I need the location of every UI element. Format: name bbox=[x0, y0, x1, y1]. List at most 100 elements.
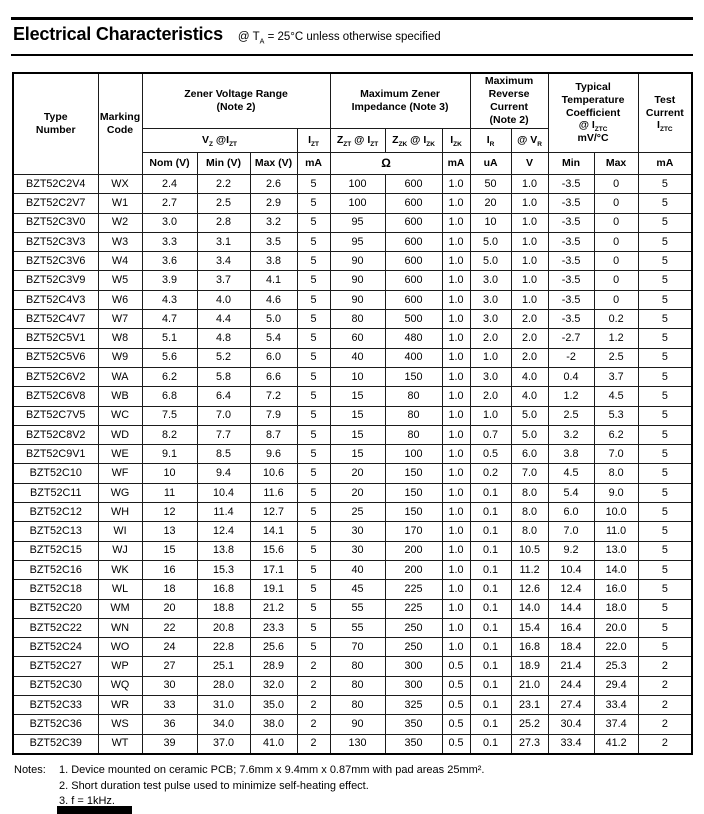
type-number-cell: BZT52C16 bbox=[12, 559, 99, 581]
vz-max-cell: 7.9 bbox=[249, 405, 298, 426]
table-body: BZT52C2V4 WX 2.4 2.2 2.6 5 100 600 1.0 50 1.0 -3.5 0… bbox=[12, 173, 693, 755]
unit-test-ma: mA bbox=[637, 152, 693, 175]
ir-cell: 20 bbox=[469, 193, 512, 214]
table-row: BZT52C3V9 W5 3.9 3.7 4.1 5 90 600 1.0 3.0 1.0 -3.5 0… bbox=[12, 270, 693, 291]
type-number-cell: BZT52C13 bbox=[12, 521, 99, 542]
next-section-header-bar bbox=[57, 806, 132, 814]
vz-max-cell: 9.6 bbox=[249, 444, 298, 465]
vr-cell: 1.0 bbox=[510, 270, 549, 291]
zzt-cell: 55 bbox=[329, 598, 386, 619]
vz-min-cell: 8.5 bbox=[196, 444, 251, 465]
test-current-cell: 5 bbox=[637, 193, 693, 214]
vz-nom-cell: 6.8 bbox=[141, 386, 198, 407]
zzk-cell: 600 bbox=[384, 212, 443, 233]
marking-code-cell: WG bbox=[97, 482, 143, 504]
zzt-cell: 25 bbox=[329, 502, 386, 523]
vz-min-cell: 37.0 bbox=[196, 733, 251, 755]
izk-cell: 1.0 bbox=[441, 405, 471, 426]
table-row: BZT52C4V7 W7 4.7 4.4 5.0 5 80 500 1.0 3.0 2.0 -3.5 0… bbox=[12, 309, 693, 330]
ir-cell: 0.5 bbox=[469, 444, 512, 465]
vr-cell: 10.5 bbox=[510, 540, 549, 561]
marking-code-cell: W1 bbox=[97, 193, 143, 214]
marking-code-cell: WS bbox=[97, 714, 143, 735]
zzk-cell: 150 bbox=[384, 366, 443, 388]
vz-min-cell: 12.4 bbox=[196, 521, 251, 542]
type-number-cell: BZT52C7V5 bbox=[12, 405, 99, 426]
izk-cell: 1.0 bbox=[441, 521, 471, 542]
marking-code-cell: WA bbox=[97, 366, 143, 388]
test-current-cell: 5 bbox=[637, 347, 693, 368]
izt-cell: 5 bbox=[296, 289, 331, 311]
test-condition-text: @ TA = 25°C unless otherwise specified bbox=[237, 31, 441, 46]
vz-min-cell: 6.4 bbox=[196, 386, 251, 407]
test-current-cell: 5 bbox=[637, 366, 693, 388]
tc-max-cell: 0 bbox=[593, 193, 639, 214]
izt-cell: 5 bbox=[296, 637, 331, 658]
zzt-cell: 100 bbox=[329, 173, 386, 195]
col-group-zener-voltage-range: Zener Voltage Range (Note 2) bbox=[141, 72, 331, 129]
tc-max-cell: 29.4 bbox=[593, 675, 639, 697]
vz-max-cell: 3.5 bbox=[249, 231, 298, 253]
vz-nom-cell: 5.1 bbox=[141, 328, 198, 349]
tc-min-cell: -2.7 bbox=[547, 328, 595, 349]
vz-min-cell: 34.0 bbox=[196, 714, 251, 735]
izk-cell: 1.0 bbox=[441, 309, 471, 330]
table-header: Type Number Marking Code Zener Voltage Ran… bbox=[12, 72, 693, 175]
vz-nom-cell: 18 bbox=[141, 579, 198, 600]
vz-min-cell: 2.2 bbox=[196, 173, 251, 195]
vz-max-cell: 7.2 bbox=[249, 386, 298, 407]
tc-min-cell: -3.5 bbox=[547, 289, 595, 311]
zzk-cell: 600 bbox=[384, 270, 443, 291]
unit-min-v: Min (V) bbox=[196, 152, 251, 175]
vz-max-cell: 8.7 bbox=[249, 424, 298, 446]
izt-cell: 5 bbox=[296, 366, 331, 388]
col-group-max-zener-impedance: Maximum Zener Impedance (Note 3) bbox=[329, 72, 471, 129]
izt-cell: 5 bbox=[296, 251, 331, 272]
tc-min-cell: -3.5 bbox=[547, 251, 595, 272]
unit-izt-ma: mA bbox=[296, 152, 331, 175]
zzk-cell: 225 bbox=[384, 598, 443, 619]
table-row: BZT52C24 WO 24 22.8 25.6 5 70 250 1.0 0.1 16.8 18.4… bbox=[12, 637, 693, 658]
test-current-cell: 5 bbox=[637, 444, 693, 465]
vz-nom-cell: 33 bbox=[141, 695, 198, 716]
table-row: BZT52C18 WL 18 16.8 19.1 5 45 225 1.0 0.1 12.6 12.4… bbox=[12, 579, 693, 600]
vr-cell: 8.0 bbox=[510, 482, 549, 504]
type-number-cell: BZT52C4V7 bbox=[12, 309, 99, 330]
tc-min-cell: 7.0 bbox=[547, 521, 595, 542]
izt-cell: 5 bbox=[296, 309, 331, 330]
vz-nom-cell: 22 bbox=[141, 617, 198, 639]
ir-cell: 5.0 bbox=[469, 231, 512, 253]
zzt-cell: 80 bbox=[329, 675, 386, 697]
vr-cell: 6.0 bbox=[510, 444, 549, 465]
zzk-cell: 400 bbox=[384, 347, 443, 368]
izk-cell: 1.0 bbox=[441, 328, 471, 349]
type-number-cell: BZT52C15 bbox=[12, 540, 99, 561]
zzk-cell: 500 bbox=[384, 309, 443, 330]
notes-list: 1. Device mounted on ceramic PCB; 7.6mm … bbox=[59, 763, 485, 810]
ir-cell: 0.2 bbox=[469, 463, 512, 484]
vz-min-cell: 2.5 bbox=[196, 193, 251, 214]
ir-cell: 0.1 bbox=[469, 540, 512, 561]
izt-cell: 5 bbox=[296, 463, 331, 484]
type-number-cell: BZT52C20 bbox=[12, 598, 99, 619]
vz-max-cell: 32.0 bbox=[249, 675, 298, 697]
col-subheader-at-vr: @ VR bbox=[510, 128, 549, 153]
ir-cell: 5.0 bbox=[469, 251, 512, 272]
izk-cell: 1.0 bbox=[441, 579, 471, 600]
ir-cell: 0.1 bbox=[469, 675, 512, 697]
table-row: BZT52C6V2 WA 6.2 5.8 6.6 5 10 150 1.0 3.0 4.0 0.4 3.… bbox=[12, 366, 693, 388]
type-number-cell: BZT52C39 bbox=[12, 733, 99, 755]
test-current-cell: 2 bbox=[637, 656, 693, 677]
vz-min-cell: 4.4 bbox=[196, 309, 251, 330]
marking-code-cell: WC bbox=[97, 405, 143, 426]
vz-max-cell: 3.8 bbox=[249, 251, 298, 272]
table-row: BZT52C7V5 WC 7.5 7.0 7.9 5 15 80 1.0 1.0 5.0 2.5 5.3… bbox=[12, 405, 693, 426]
tc-max-cell: 16.0 bbox=[593, 579, 639, 600]
tc-max-cell: 5.3 bbox=[593, 405, 639, 426]
test-current-cell: 5 bbox=[637, 309, 693, 330]
section-header: Electrical Characteristics @ TA = 25°C u… bbox=[13, 24, 441, 45]
unit-ir-ua: uA bbox=[469, 152, 512, 175]
vz-max-cell: 2.9 bbox=[249, 193, 298, 214]
izk-cell: 1.0 bbox=[441, 444, 471, 465]
table-row: BZT52C2V4 WX 2.4 2.2 2.6 5 100 600 1.0 50 1.0 -3.5 0… bbox=[12, 173, 693, 195]
